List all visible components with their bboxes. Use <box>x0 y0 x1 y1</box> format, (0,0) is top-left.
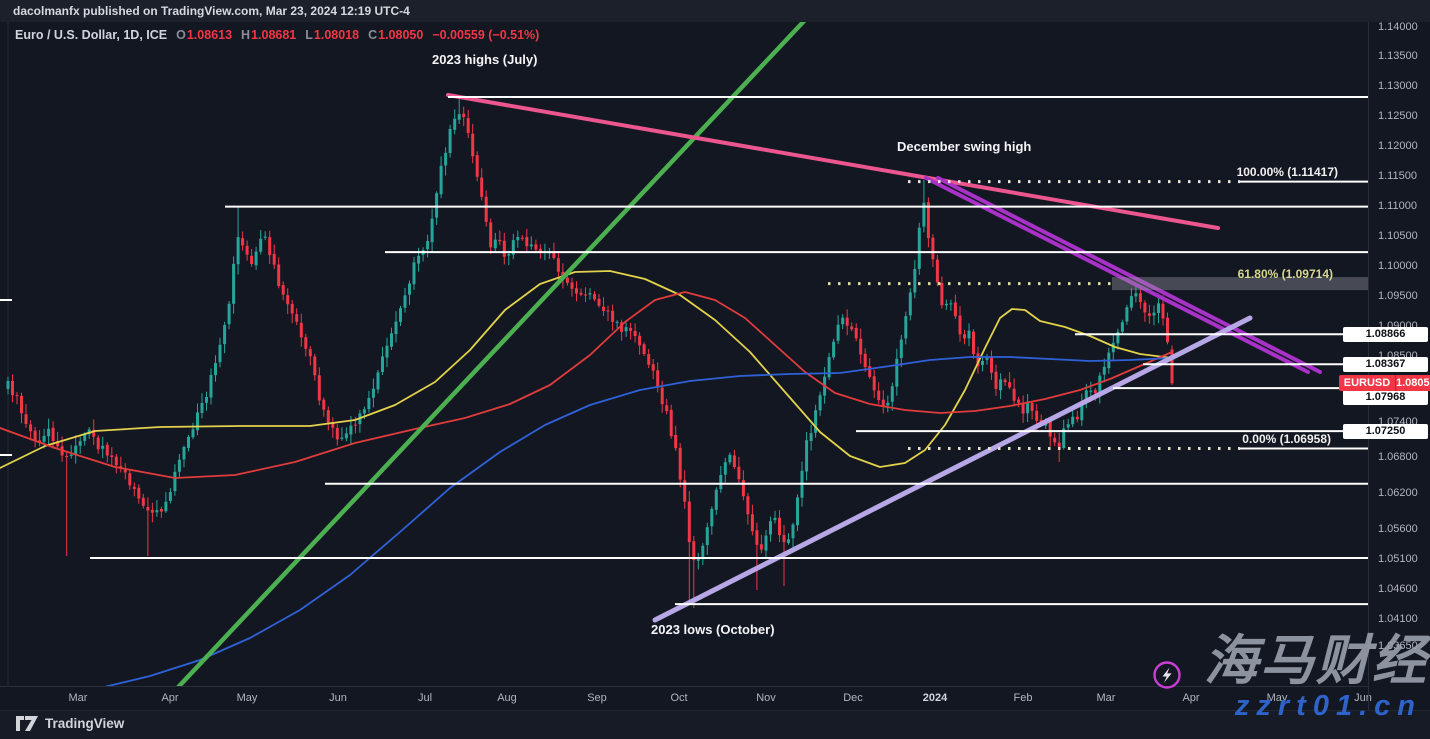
tradingview-logo[interactable]: TradingView <box>16 716 124 731</box>
tradingview-wordmark: TradingView <box>45 716 125 731</box>
annotation-december-swing-high[interactable]: December swing high <box>897 139 1032 154</box>
annotation-2023-lows[interactable]: 2023 lows (October) <box>651 622 775 637</box>
ohlc-high: H 1.08681 <box>241 28 297 42</box>
time-tick-Nov: Nov <box>756 692 776 704</box>
ma-blue[interactable] <box>55 356 1173 697</box>
fib-label-61.80%: 61.80% (1.09714) <box>1237 266 1333 281</box>
ohlc-open: O 1.08613 <box>176 28 233 42</box>
time-tick-2024: 2024 <box>922 692 948 704</box>
time-tick-Jun: Jun <box>329 692 347 704</box>
last-price-symbol: EURUSD <box>1339 375 1396 392</box>
price-tick-1.13500: 1.13500 <box>1378 50 1418 63</box>
channel-purple-b[interactable] <box>936 176 1322 374</box>
publish-banner: dacolmanfx published on TradingView.com,… <box>0 0 1430 22</box>
time-tick-Mar: Mar <box>68 692 88 704</box>
publish-banner-text: dacolmanfx published on TradingView.com,… <box>13 4 410 18</box>
price-tick-1.12000: 1.12000 <box>1378 140 1418 153</box>
price-tick-1.04600: 1.04600 <box>1378 583 1418 596</box>
price-axis[interactable]: 1.14000 1.13500 1.13000 1.12500 1.12000 1.115… <box>1339 20 1430 710</box>
time-tick-Feb: Feb <box>1013 692 1033 704</box>
price-tick-1.10500: 1.10500 <box>1378 230 1418 242</box>
symbol-legend[interactable]: Euro / U.S. Dollar, 1D, ICE O 1.08613 H 1.… <box>15 27 539 43</box>
price-tick-1.05100: 1.05100 <box>1378 553 1418 566</box>
time-axis[interactable]: Mar Apr May Jun Jul Aug Sep Oct Nov Dec 2024 Feb Mar… <box>0 686 1372 711</box>
price-label-1.07250: 1.07250 <box>1343 423 1428 439</box>
last-price-value: 1.08050 <box>1396 377 1430 390</box>
tradingview-mark-icon <box>16 716 38 731</box>
time-tick-Dec: Dec <box>843 692 863 704</box>
price-tick-1.11500: 1.11500 <box>1378 170 1417 183</box>
ma-yellow[interactable] <box>0 270 1173 469</box>
chart-background <box>0 22 1368 686</box>
time-tick-Aug: Aug <box>497 692 517 704</box>
time-tick-Sep: Sep <box>587 692 607 704</box>
time-tick-Oct: Oct <box>670 692 688 704</box>
symbol-title: Euro / U.S. Dollar, 1D, ICE <box>15 28 168 42</box>
time-tick-Apr: Apr <box>1182 692 1200 704</box>
time-tick-Jul: Jul <box>417 692 433 704</box>
lightning-badge-icon <box>1153 661 1181 689</box>
fib-label-100.00%: 100.00% (1.11417) <box>1236 164 1338 179</box>
time-tick-Apr: Apr <box>161 692 179 704</box>
fib-label-0.00%: 0.00% (1.06958) <box>1242 431 1331 446</box>
price-tick-1.09500: 1.09500 <box>1378 289 1418 302</box>
time-tick-Jun: Jun <box>1354 692 1372 704</box>
channel-purple-a[interactable] <box>924 176 1310 374</box>
price-tick-1.03650: 1.03650 <box>1378 640 1418 653</box>
price-tick-1.11000: 1.11000 <box>1378 200 1417 213</box>
annotation-2023-highs[interactable]: 2023 highs (July) <box>432 52 538 67</box>
ma-red[interactable] <box>0 291 1173 479</box>
time-tick-May: May <box>1266 692 1288 704</box>
price-tick-1.05600: 1.05600 <box>1378 523 1418 536</box>
price-tick-1.14000: 1.14000 <box>1378 20 1418 33</box>
watermark-cn: 海马财经 <box>1204 631 1428 691</box>
fib-band-61.80% <box>1112 277 1368 291</box>
change-value: −0.00559 (−0.51%) <box>432 28 540 42</box>
fibonacci-layer <box>828 180 1368 450</box>
support-lavender[interactable] <box>652 315 1253 623</box>
price-tick-1.12500: 1.12500 <box>1378 110 1418 123</box>
price-tick-1.06200: 1.06200 <box>1378 487 1418 500</box>
price-label-1.07968: 1.07968 <box>1343 389 1428 405</box>
price-tick-1.06800: 1.06800 <box>1378 451 1418 464</box>
price-tick-1.13000: 1.13000 <box>1378 80 1418 93</box>
price-tick-1.10000: 1.10000 <box>1378 259 1418 272</box>
bottom-strip <box>0 710 1430 739</box>
price-label-1.08367: 1.08367 <box>1343 356 1428 372</box>
watermark-url: zzrt01.cn <box>1234 690 1422 722</box>
price-tick-1.04100: 1.04100 <box>1378 613 1418 626</box>
ohlc-close: C 1.08050 <box>368 28 424 42</box>
price-label-1.08866: 1.08866 <box>1343 326 1428 342</box>
time-tick-Mar: Mar <box>1096 692 1116 704</box>
uptrend-green[interactable] <box>168 20 807 698</box>
levels-layer <box>0 96 1368 606</box>
ohlc-low: L 1.08018 <box>305 28 360 42</box>
moving-averages-layer <box>0 270 1173 697</box>
time-tick-May: May <box>236 692 258 704</box>
